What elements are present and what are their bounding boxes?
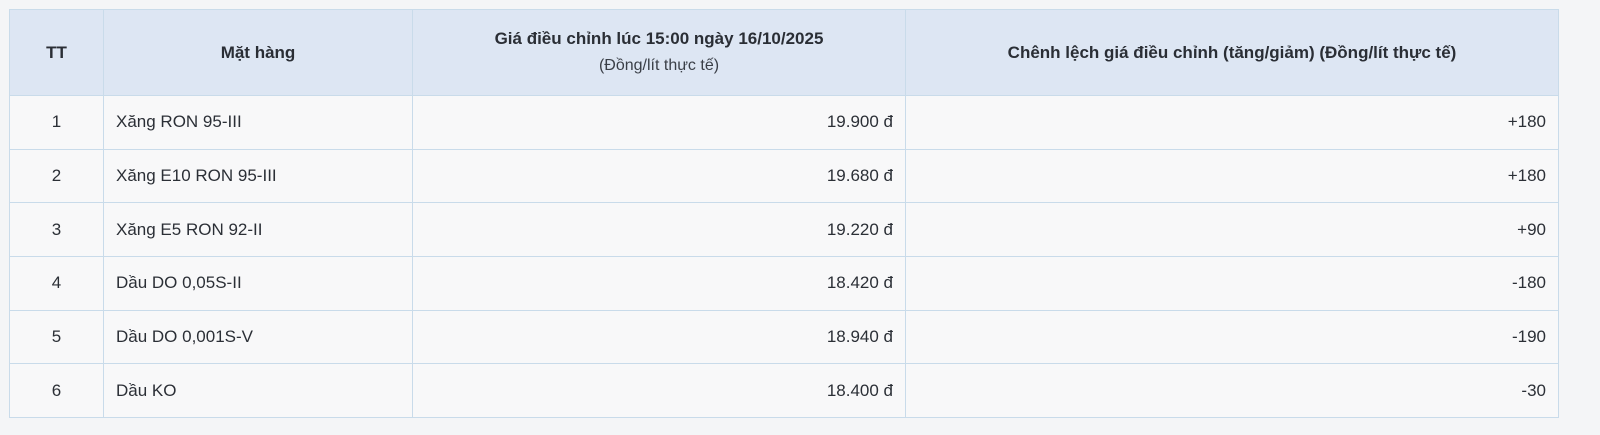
cell-price: 18.940 đ xyxy=(412,309,906,365)
cell-price: 18.400 đ xyxy=(412,363,906,419)
header-price: Giá điều chỉnh lúc 15:00 ngày 16/10/2025… xyxy=(412,9,906,96)
table-row: 3 Xăng E5 RON 92-II 19.220 đ +90 xyxy=(9,202,1559,258)
cell-item: Xăng RON 95-III xyxy=(103,95,413,150)
table-row: 5 Dầu DO 0,001S-V 18.940 đ -190 xyxy=(9,309,1559,365)
table-row: 2 Xăng E10 RON 95-III 19.680 đ +180 xyxy=(9,148,1559,204)
header-diff: Chênh lệch giá điều chỉnh (tăng/giảm) (Đ… xyxy=(905,9,1559,96)
table-header-row: TT Mặt hàng Giá điều chỉnh lúc 15:00 ngà… xyxy=(9,9,1559,96)
cell-price: 18.420 đ xyxy=(412,256,906,311)
cell-diff: -190 xyxy=(905,309,1559,365)
cell-tt: 6 xyxy=(9,363,104,419)
cell-tt: 4 xyxy=(9,256,104,311)
cell-item: Xăng E10 RON 95-III xyxy=(103,148,413,204)
table-row: 4 Dầu DO 0,05S-II 18.420 đ -180 xyxy=(9,256,1559,311)
cell-diff: -30 xyxy=(905,363,1559,419)
table-row: 1 Xăng RON 95-III 19.900 đ +180 xyxy=(9,95,1559,150)
cell-diff: -180 xyxy=(905,256,1559,311)
cell-price: 19.900 đ xyxy=(412,95,906,150)
cell-item: Xăng E5 RON 92-II xyxy=(103,202,413,258)
cell-item: Dầu DO 0,05S-II xyxy=(103,256,413,311)
header-tt: TT xyxy=(9,9,104,96)
cell-item: Dầu KO xyxy=(103,363,413,419)
cell-tt: 5 xyxy=(9,309,104,365)
cell-price: 19.220 đ xyxy=(412,202,906,258)
cell-diff: +180 xyxy=(905,148,1559,204)
header-price-unit: (Đồng/lít thực tế) xyxy=(598,57,720,74)
header-price-title: Giá điều chỉnh lúc 15:00 ngày 16/10/2025 xyxy=(494,29,824,48)
cell-item: Dầu DO 0,001S-V xyxy=(103,309,413,365)
cell-tt: 2 xyxy=(9,148,104,204)
cell-tt: 3 xyxy=(9,202,104,258)
cell-diff: +180 xyxy=(905,95,1559,150)
fuel-price-table: TT Mặt hàng Giá điều chỉnh lúc 15:00 ngà… xyxy=(9,9,1559,419)
header-item: Mặt hàng xyxy=(103,9,413,96)
cell-diff: +90 xyxy=(905,202,1559,258)
cell-price: 19.680 đ xyxy=(412,148,906,204)
table-row: 6 Dầu KO 18.400 đ -30 xyxy=(9,363,1559,419)
cell-tt: 1 xyxy=(9,95,104,150)
